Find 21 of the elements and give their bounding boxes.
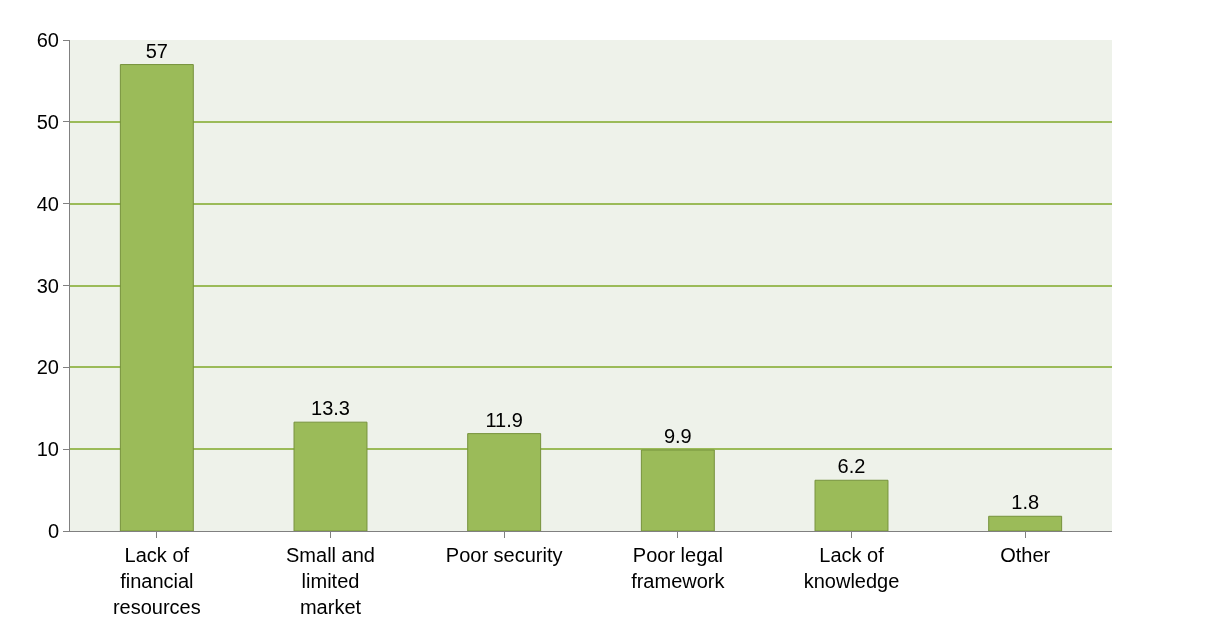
data-label: 13.3	[311, 397, 350, 420]
y-tick-label: 60	[36, 29, 59, 51]
data-label: 11.9	[485, 408, 523, 431]
y-tick-label: 40	[36, 192, 59, 215]
bar	[814, 479, 889, 531]
data-label: 6.2	[837, 455, 866, 478]
x-tick-label: Poor legal framework	[631, 544, 726, 592]
x-tick-label: Poor security	[445, 544, 563, 566]
data-label: 9.9	[663, 424, 692, 447]
x-tick-label: Small and limited market	[286, 544, 375, 618]
data-label: 1.8	[1011, 491, 1040, 514]
x-tick-label: Lack of knowledge	[803, 544, 900, 592]
x-tick-label: Lack of financial resources	[112, 544, 201, 618]
data-label: 57	[145, 39, 168, 62]
bar	[988, 515, 1063, 531]
y-tick-label: 10	[36, 438, 59, 461]
y-tick-label: 20	[36, 356, 59, 379]
y-tick-label: 0	[47, 520, 59, 542]
y-tick-label: 50	[36, 110, 59, 133]
y-tick-label: 30	[36, 274, 59, 297]
x-tick-label: Other	[1000, 544, 1051, 566]
